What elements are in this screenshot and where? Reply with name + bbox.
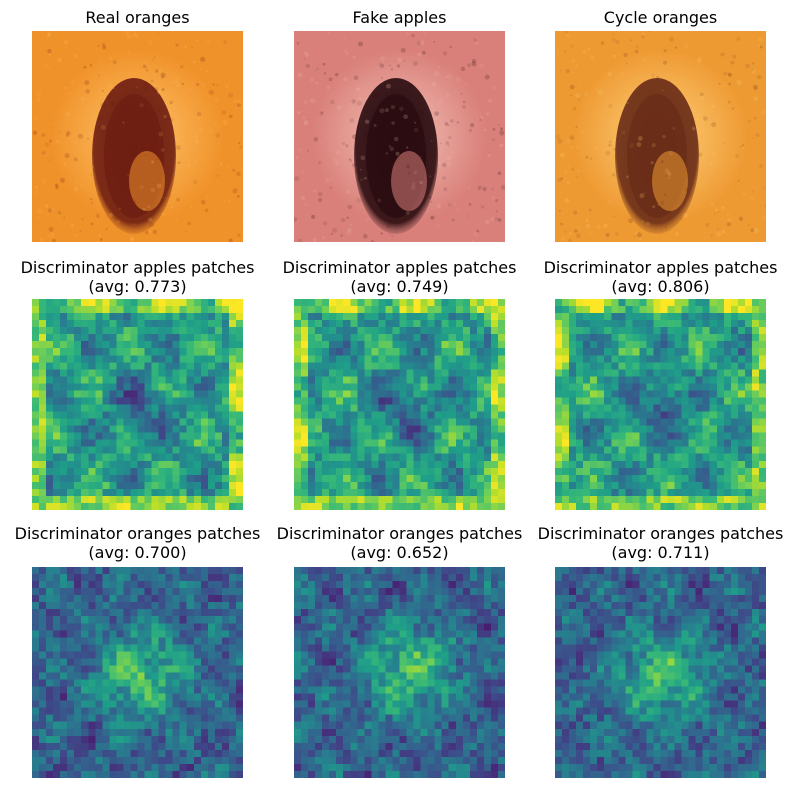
fake-apples-image <box>294 31 505 242</box>
discriminator-apples-heatmap-3 <box>555 299 766 510</box>
panel-title-disc-apples-3: Discriminator apples patches (avg: 0.806… <box>523 258 797 296</box>
panel-title-cycle-oranges: Cycle oranges <box>603 8 718 27</box>
heatmap-grid <box>294 567 505 778</box>
orange-photo <box>555 31 766 242</box>
real-oranges-image <box>32 31 243 242</box>
discriminator-oranges-heatmap-3 <box>555 567 766 778</box>
panel-title-disc-oranges-3: Discriminator oranges patches (avg: 0.71… <box>523 524 797 562</box>
cycle-oranges-image <box>555 31 766 242</box>
avg-label: (avg: 0.806) <box>611 277 710 296</box>
heatmap-grid <box>32 567 243 778</box>
panel-title-fake-apples: Fake apples <box>352 8 447 27</box>
panel-title-disc-apples-1: Discriminator apples patches (avg: 0.773… <box>0 258 275 296</box>
orange-photo <box>32 31 243 242</box>
avg-label: (avg: 0.773) <box>88 277 187 296</box>
avg-label: (avg: 0.700) <box>88 543 187 562</box>
avg-label: (avg: 0.711) <box>611 543 710 562</box>
panel-title-disc-apples-2: Discriminator apples patches (avg: 0.749… <box>262 258 537 296</box>
panel-title-real-oranges: Real oranges <box>85 8 190 27</box>
discriminator-oranges-heatmap-1 <box>32 567 243 778</box>
heatmap-grid <box>555 299 766 510</box>
heatmap-grid <box>555 567 766 778</box>
heatmap-grid <box>294 299 505 510</box>
discriminator-apples-heatmap-2 <box>294 299 505 510</box>
panel-title-disc-oranges-2: Discriminator oranges patches (avg: 0.65… <box>262 524 537 562</box>
panel-title-disc-oranges-1: Discriminator oranges patches (avg: 0.70… <box>0 524 275 562</box>
avg-label: (avg: 0.749) <box>350 277 449 296</box>
discriminator-apples-heatmap-1 <box>32 299 243 510</box>
discriminator-oranges-heatmap-2 <box>294 567 505 778</box>
avg-label: (avg: 0.652) <box>350 543 449 562</box>
heatmap-grid <box>32 299 243 510</box>
apple-photo <box>294 31 505 242</box>
